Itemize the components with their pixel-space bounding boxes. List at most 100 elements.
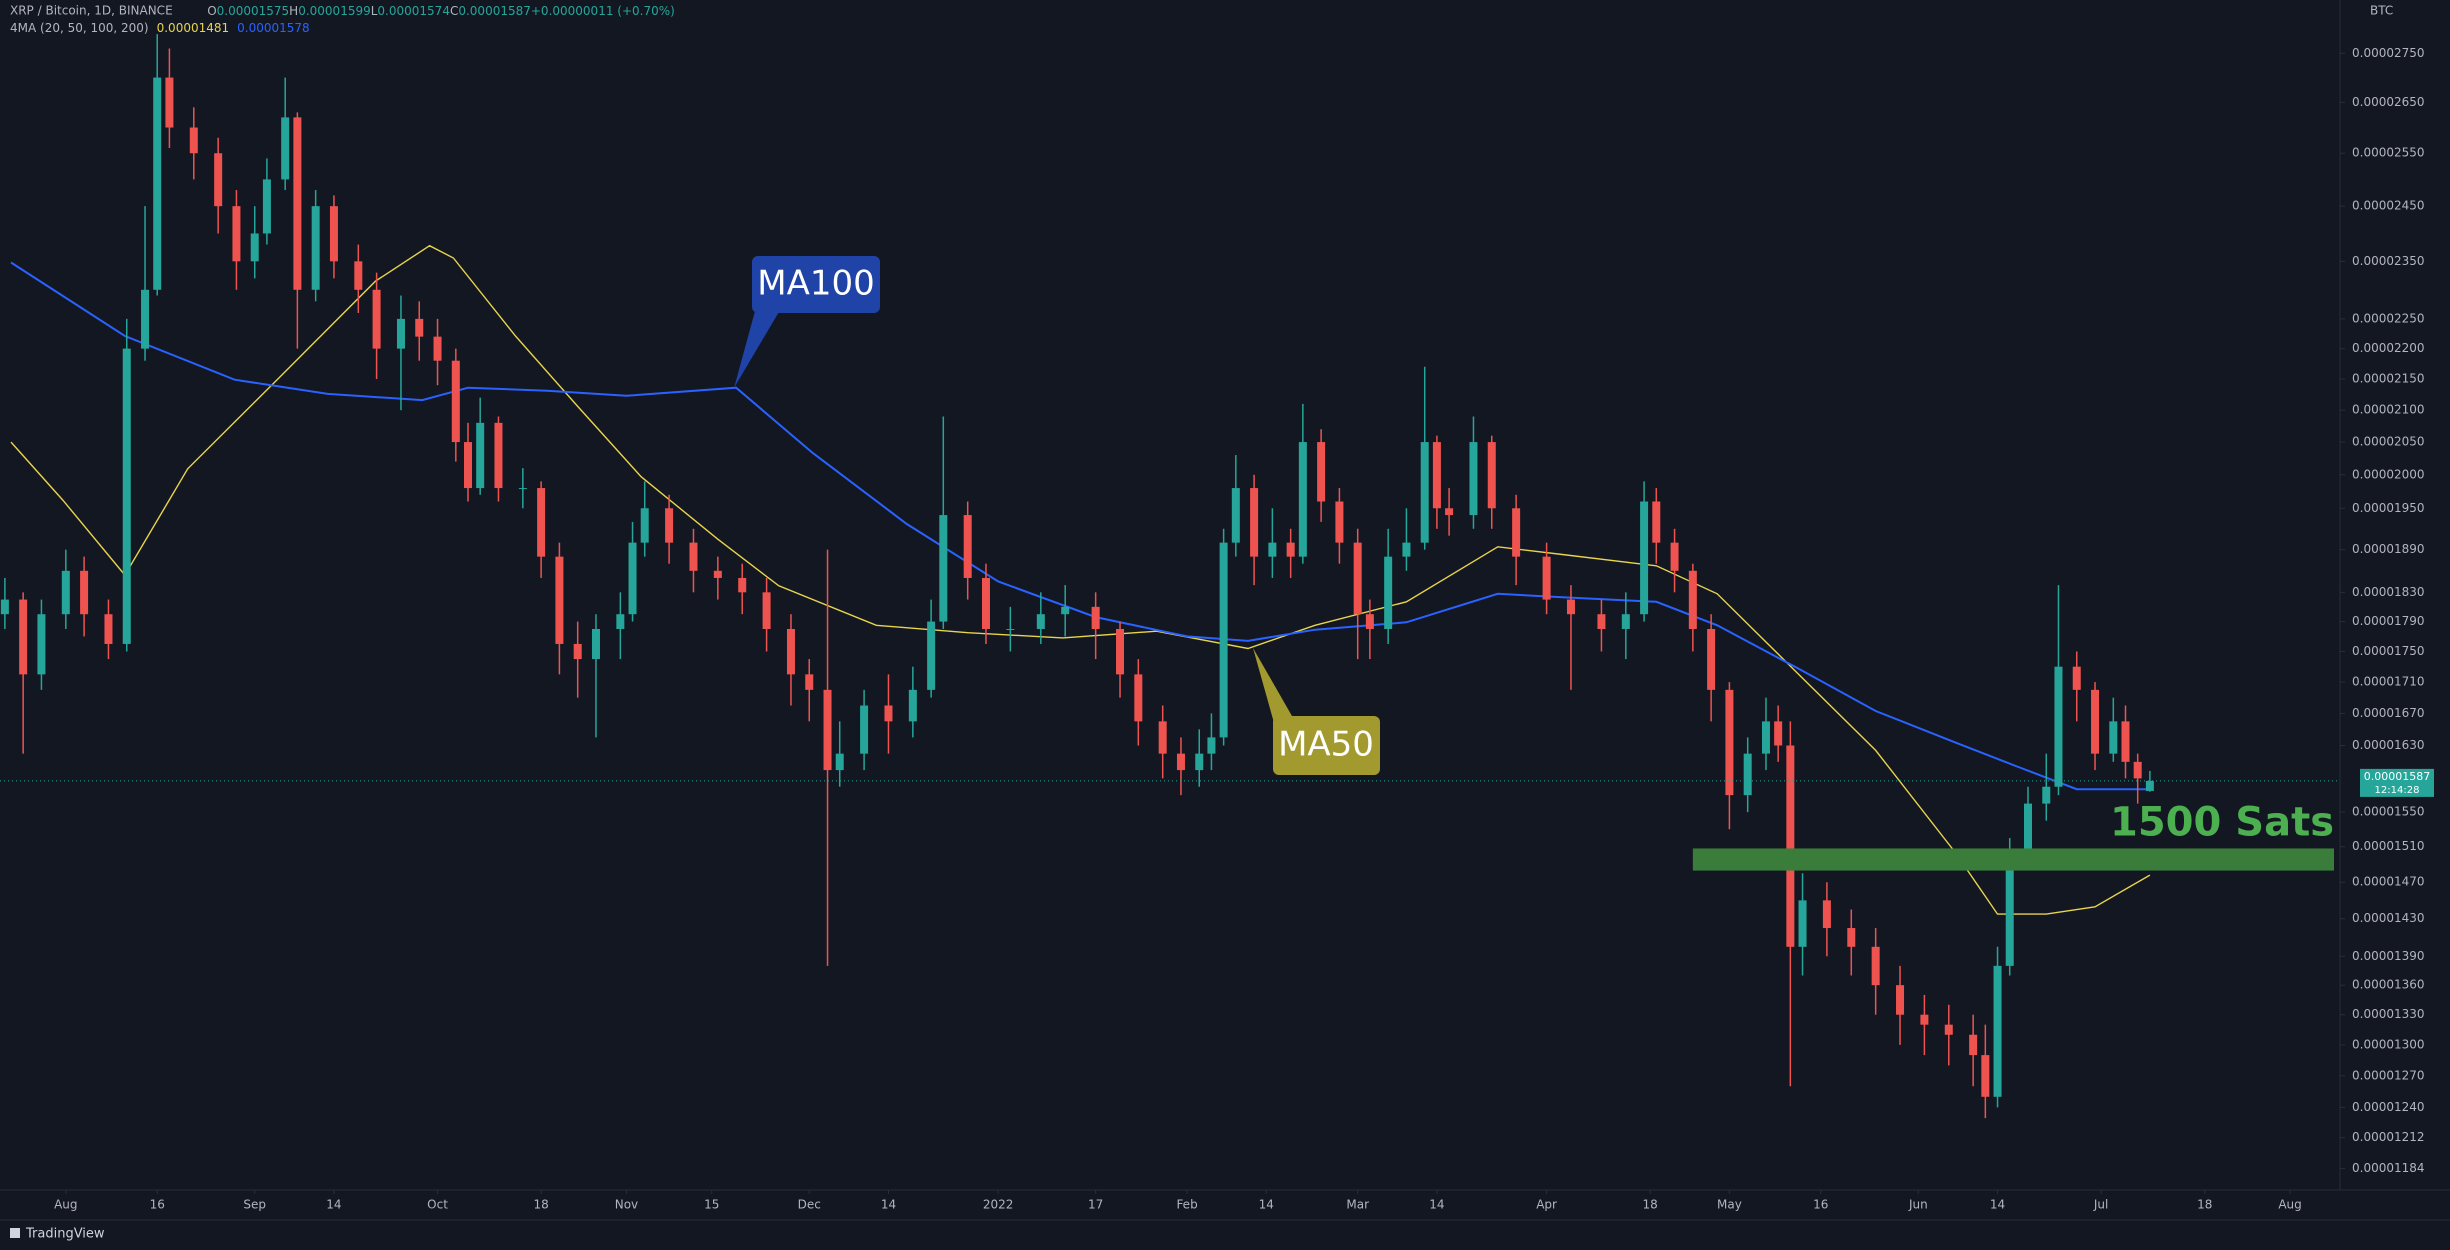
- y-tick-label: 0.00002150: [2352, 372, 2425, 386]
- callout-pointer: [1253, 648, 1300, 730]
- y-tick-label: 0.00001212: [2352, 1130, 2425, 1144]
- candle-body: [786, 628, 795, 675]
- candle-body: [476, 422, 485, 489]
- candle-body: [1822, 900, 1831, 929]
- candle-body: [165, 77, 174, 128]
- candle-body: [2091, 689, 2100, 754]
- candle-body: [2072, 666, 2081, 690]
- candle-body: [214, 153, 223, 207]
- x-tick-label: 14: [326, 1198, 341, 1212]
- candle-body: [1670, 542, 1679, 571]
- indicator-legend: 4MA (20, 50, 100, 200) 0.00001481 0.000015…: [10, 21, 310, 35]
- candle-body: [1597, 614, 1606, 629]
- candle-body: [262, 179, 271, 234]
- candle-body: [141, 289, 150, 349]
- ohlc-value: 0.00001574: [377, 4, 450, 18]
- candle-body: [1920, 1014, 1929, 1025]
- candle-body: [835, 753, 844, 771]
- candle-body: [1896, 985, 1905, 1015]
- x-tick-label: 14: [881, 1198, 896, 1212]
- y-tick-label: 0.00001240: [2352, 1100, 2425, 1114]
- y-tick-label: 0.00001184: [2352, 1161, 2425, 1175]
- candle-body: [1335, 501, 1344, 543]
- y-tick-label: 0.00001790: [2352, 614, 2425, 628]
- x-tick-label: 18: [2197, 1198, 2212, 1212]
- candle-body: [396, 318, 405, 349]
- candle-body: [494, 422, 503, 489]
- x-tick-label: Feb: [1176, 1198, 1197, 1212]
- x-tick-label: 18: [1643, 1198, 1658, 1212]
- candle-body: [1231, 488, 1240, 543]
- candle-body: [1250, 488, 1259, 557]
- header-title: XRP / Bitcoin, 1D, BINANCE: [10, 4, 173, 18]
- y-tick-label: 0.00001750: [2352, 644, 2425, 658]
- y-tick-label: 0.00002050: [2352, 435, 2425, 449]
- candle-body: [80, 570, 89, 615]
- candle-body: [1353, 542, 1362, 615]
- x-tick-label: Apr: [1536, 1198, 1557, 1212]
- ohlc-key: H: [289, 4, 298, 18]
- candle-body: [232, 206, 241, 262]
- candle-body: [293, 117, 302, 290]
- callout-box: [1273, 716, 1380, 775]
- indicator-value: 0.00001578: [237, 21, 310, 35]
- candle-body: [1512, 508, 1521, 557]
- y-tick-label: 0.00001670: [2352, 706, 2425, 720]
- candle-body: [1969, 1034, 1978, 1056]
- x-tick-label: 15: [704, 1198, 719, 1212]
- x-tick-label: 14: [1990, 1198, 2005, 1212]
- candle-body: [1134, 674, 1143, 722]
- callout-box: [752, 256, 880, 313]
- candle-body: [1725, 689, 1734, 796]
- candle-body: [762, 592, 771, 629]
- y-tick-label: 0.00002350: [2352, 254, 2425, 268]
- candle-body: [1176, 753, 1185, 771]
- y-tick-label: 0.00002450: [2352, 199, 2425, 213]
- y-tick-label: 0.00001270: [2352, 1068, 2425, 1082]
- candle-body: [1091, 606, 1100, 629]
- x-tick-label: 16: [1813, 1198, 1828, 1212]
- y-tick-label: 0.00002100: [2352, 403, 2425, 417]
- candle-body: [963, 515, 972, 578]
- candle-body: [713, 570, 722, 578]
- candle-body: [1207, 737, 1216, 754]
- candle-body: [2042, 786, 2051, 804]
- candle-body: [518, 488, 527, 490]
- candle-body: [1871, 946, 1880, 986]
- candle-body: [1798, 900, 1807, 947]
- y-tick-label: 0.00002250: [2352, 311, 2425, 325]
- x-tick-label: 16: [150, 1198, 165, 1212]
- candle-body: [2109, 721, 2118, 754]
- ohlc-value: 0.00001599: [298, 4, 371, 18]
- candle-body: [1993, 965, 2002, 1097]
- candle-body: [555, 556, 564, 644]
- y-tick-label: 0.00001830: [2352, 585, 2425, 599]
- zone-label: 1500 Sats: [2110, 799, 2334, 845]
- candle-body: [860, 705, 869, 754]
- x-tick-label: Aug: [54, 1198, 77, 1212]
- candle-body: [250, 233, 259, 262]
- ma-line: [10, 261, 2150, 791]
- candle-body: [37, 614, 46, 675]
- x-tick-label: May: [1717, 1198, 1742, 1212]
- x-tick-label: Aug: [2278, 1198, 2301, 1212]
- candle-body: [372, 289, 381, 349]
- candle-body: [665, 508, 674, 543]
- candle-body: [1707, 628, 1716, 690]
- candle-body: [628, 542, 637, 615]
- candle-body: [805, 674, 814, 690]
- overlay: 1500 Sats MA100 MA50 0.00001587 12:14:28: [0, 256, 2434, 871]
- candle-body: [2005, 855, 2014, 966]
- candle-body: [61, 570, 70, 615]
- candle-body: [354, 261, 363, 290]
- y-tick-label: 0.00001550: [2352, 805, 2425, 819]
- ohlc-key: C: [450, 4, 458, 18]
- candle-body: [1652, 501, 1661, 543]
- y-tick-label: 0.00002550: [2352, 146, 2425, 160]
- candle-body: [1621, 614, 1630, 629]
- candle-body: [939, 515, 948, 622]
- plot-area: [0, 34, 2154, 1119]
- y-tick-label: 0.00001950: [2352, 501, 2425, 515]
- candle-body: [1384, 556, 1393, 629]
